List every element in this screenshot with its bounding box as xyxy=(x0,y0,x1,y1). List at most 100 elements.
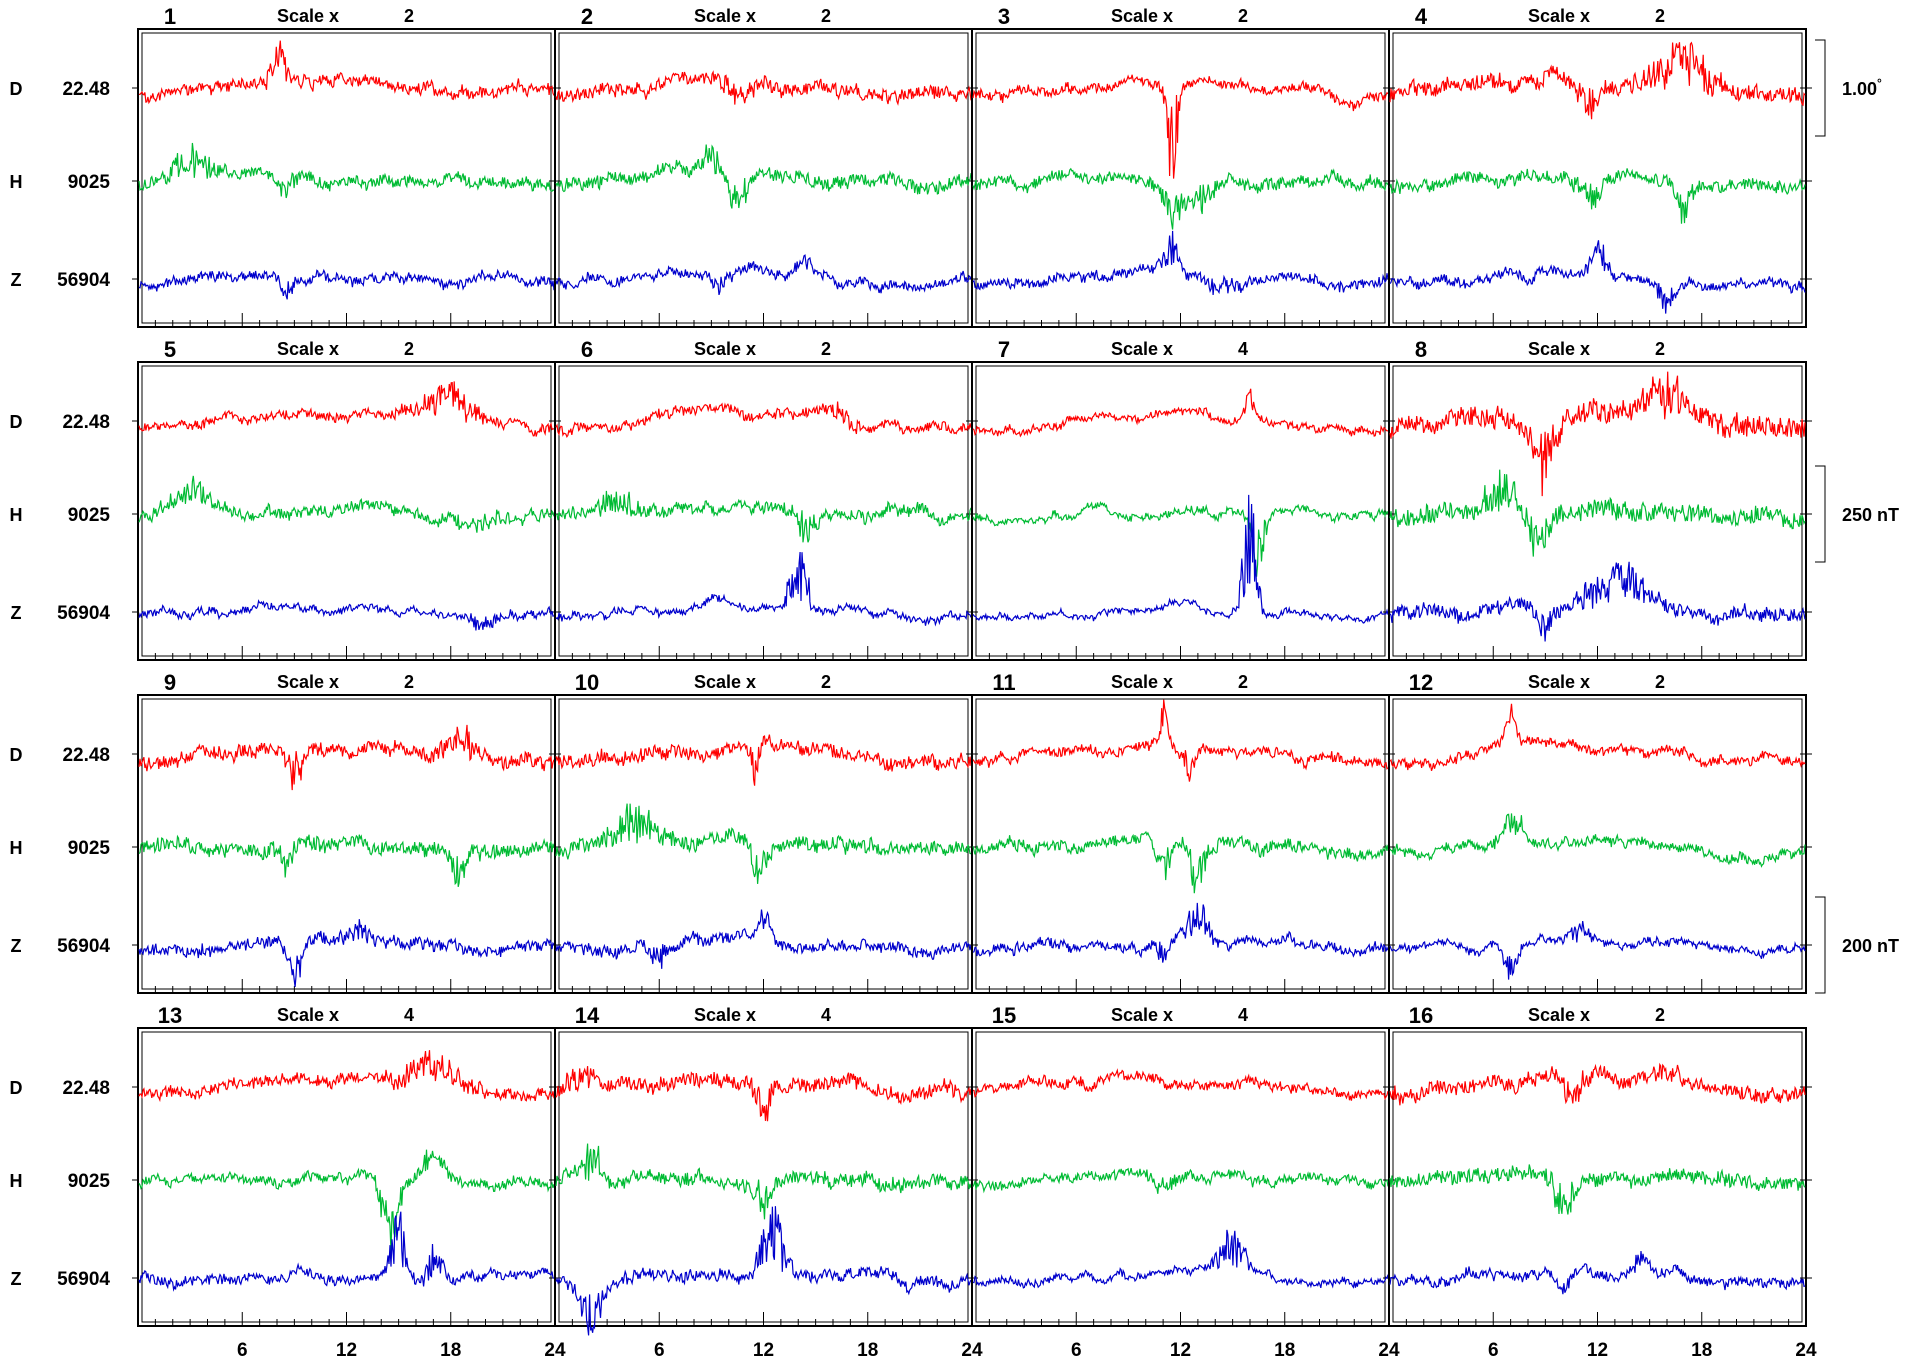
component-label-D: D xyxy=(10,745,23,765)
scale-value: 4 xyxy=(1238,339,1248,359)
panel-day-9: 9 Scale x 2 xyxy=(137,670,561,994)
day-number: 15 xyxy=(992,1003,1016,1028)
component-label-D: D xyxy=(10,79,23,99)
trace-H-day-6 xyxy=(555,490,972,543)
x-tick-label: 12 xyxy=(753,1340,774,1361)
day-number: 6 xyxy=(581,337,593,362)
component-label-D: D xyxy=(10,412,23,432)
panel-day-11: 11 Scale x 2 xyxy=(971,670,1395,994)
component-label-H: H xyxy=(10,838,23,858)
day-number: 5 xyxy=(164,337,176,362)
component-label-H: H xyxy=(10,1171,23,1191)
scale-value: 2 xyxy=(821,339,831,359)
baseline-value-H: 9025 xyxy=(68,838,111,859)
scale-value: 2 xyxy=(1655,339,1665,359)
scale-value: 2 xyxy=(1655,672,1665,692)
trace-D-day-16 xyxy=(1389,1062,1806,1106)
trace-Z-day-5 xyxy=(138,599,555,631)
trace-D-day-6 xyxy=(555,401,972,438)
panel-day-14: 14 Scale x 4 xyxy=(554,1003,978,1336)
scale-bar-label: 250 nT xyxy=(1842,505,1899,525)
trace-D-day-13 xyxy=(138,1050,555,1103)
baseline-value-H: 9025 xyxy=(68,505,111,526)
day-number: 9 xyxy=(164,670,176,695)
trace-Z-day-6 xyxy=(555,551,972,627)
component-label-Z: Z xyxy=(11,936,22,956)
panel-day-16: 16 Scale x 2 xyxy=(1388,1003,1812,1327)
trace-Z-day-2 xyxy=(555,254,972,296)
panel-day-1: 1 Scale x 2 xyxy=(137,4,561,328)
trace-H-day-14 xyxy=(555,1143,972,1220)
panel-day-4: 4 Scale x 2 xyxy=(1388,4,1812,328)
trace-D-day-14 xyxy=(555,1066,972,1122)
scale-label: Scale x xyxy=(694,6,756,26)
baseline-value-Z: 56904 xyxy=(57,603,110,624)
scale-bar-unit: ° xyxy=(1877,76,1882,90)
x-tick-label: 12 xyxy=(336,1340,357,1361)
trace-Z-day-7 xyxy=(972,494,1389,624)
scale-label: Scale x xyxy=(1528,1005,1590,1025)
trace-H-day-7 xyxy=(972,500,1389,577)
panel-day-15: 15 Scale x 4 xyxy=(971,1003,1395,1327)
day-number: 16 xyxy=(1409,1003,1433,1028)
trace-H-day-11 xyxy=(972,830,1389,894)
day-number: 14 xyxy=(575,1003,600,1028)
scale-value: 2 xyxy=(1655,6,1665,26)
scale-label: Scale x xyxy=(694,339,756,359)
trace-Z-day-3 xyxy=(972,230,1389,296)
scale-label: Scale x xyxy=(1111,1005,1173,1025)
day-number: 13 xyxy=(158,1003,182,1028)
x-tick-label: 24 xyxy=(1795,1340,1817,1361)
trace-H-day-10 xyxy=(555,803,972,884)
scale-value: 4 xyxy=(404,1005,414,1025)
trace-D-day-11 xyxy=(972,699,1389,782)
panel-border xyxy=(137,361,556,661)
x-tick-label: 24 xyxy=(961,1340,983,1361)
panel-border xyxy=(971,28,1390,328)
baseline-value-D: 22.48 xyxy=(62,1078,110,1099)
panel-inner-border xyxy=(558,698,969,990)
baseline-value-D: 22.48 xyxy=(62,79,110,100)
component-label-Z: Z xyxy=(11,603,22,623)
trace-D-day-4 xyxy=(1389,41,1806,120)
scale-label: Scale x xyxy=(1528,6,1590,26)
panel-inner-border xyxy=(975,1031,1386,1323)
trace-D-day-3 xyxy=(972,74,1389,179)
trace-H-day-3 xyxy=(972,167,1389,230)
component-label-D: D xyxy=(10,1078,23,1098)
x-tick-label: 6 xyxy=(1071,1340,1082,1361)
panel-inner-border xyxy=(1392,698,1803,990)
trace-Z-day-9 xyxy=(138,919,555,987)
component-label-H: H xyxy=(10,172,23,192)
trace-D-day-5 xyxy=(138,381,555,437)
panel-inner-border xyxy=(558,1031,969,1323)
day-number: 7 xyxy=(998,337,1010,362)
scale-label: Scale x xyxy=(277,1005,339,1025)
trace-D-day-7 xyxy=(972,388,1389,438)
day-number: 11 xyxy=(992,670,1015,695)
baseline-value-H: 9025 xyxy=(68,172,111,193)
scale-bar-label: 1.00° xyxy=(1842,76,1882,99)
x-tick-label: 24 xyxy=(544,1340,566,1361)
panel-day-7: 7 Scale x 4 xyxy=(971,337,1395,661)
trace-Z-day-16 xyxy=(1389,1250,1806,1295)
scale-label: Scale x xyxy=(694,672,756,692)
panel-border xyxy=(554,1027,973,1327)
trace-H-day-12 xyxy=(1389,813,1806,868)
trace-D-day-2 xyxy=(555,70,972,106)
scale-value: 2 xyxy=(1238,672,1248,692)
trace-D-day-15 xyxy=(972,1068,1389,1101)
scale-value: 4 xyxy=(821,1005,831,1025)
x-tick-label: 24 xyxy=(1378,1340,1400,1361)
x-tick-label: 12 xyxy=(1170,1340,1191,1361)
trace-D-day-8 xyxy=(1389,371,1806,497)
baseline-value-D: 22.48 xyxy=(62,412,110,433)
trace-D-day-10 xyxy=(555,734,972,786)
trace-H-day-13 xyxy=(138,1149,555,1253)
scale-value: 2 xyxy=(1238,6,1248,26)
trace-H-day-15 xyxy=(972,1167,1389,1194)
trace-Z-day-15 xyxy=(972,1229,1389,1289)
x-tick-label: 18 xyxy=(440,1340,461,1361)
scale-value: 2 xyxy=(404,6,414,26)
panel-day-10: 10 Scale x 2 xyxy=(554,670,978,994)
